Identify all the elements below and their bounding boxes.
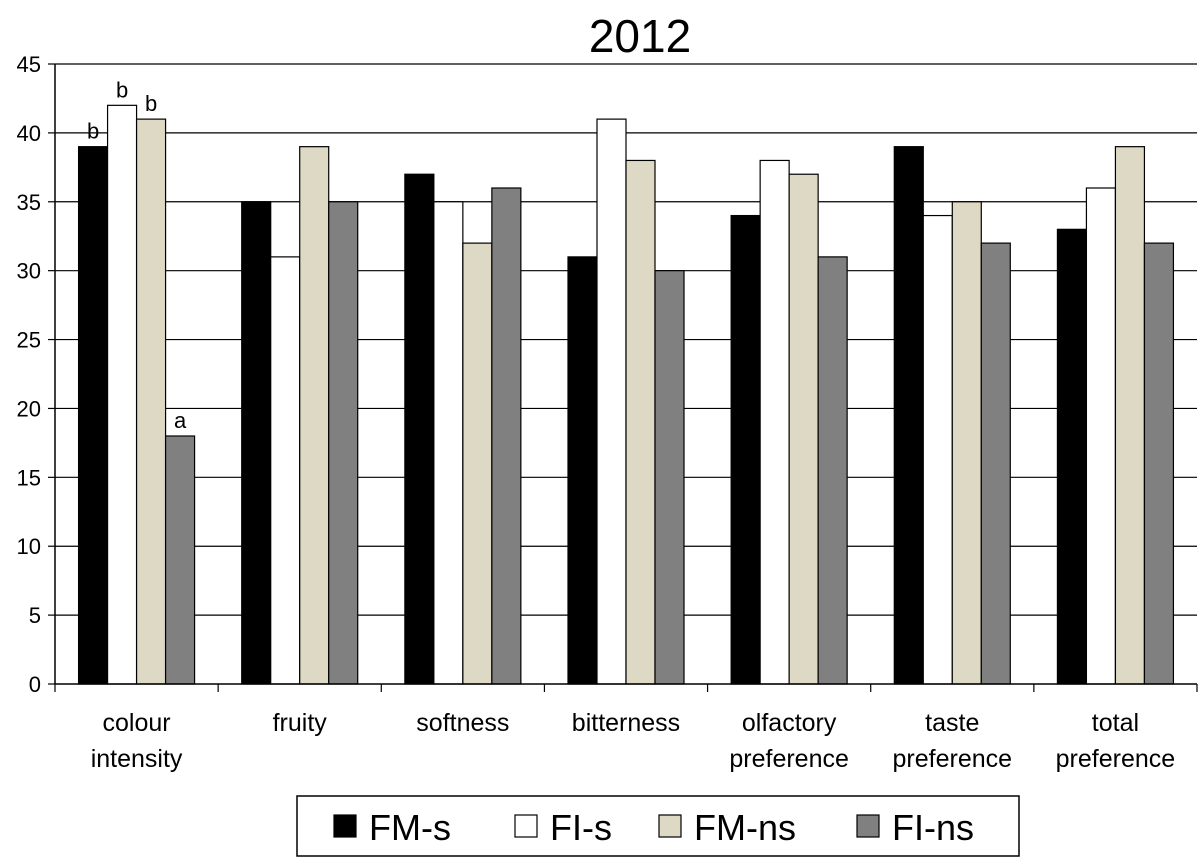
bar-fm-ns	[625, 159, 656, 685]
legend-swatch-fi-s	[514, 814, 538, 838]
y-tick-label: 30	[17, 259, 41, 284]
legend-label-fm-s: FM-s	[369, 807, 451, 848]
y-tick-label: 40	[17, 121, 41, 146]
category-labels: colour intensity fruity softness bitterness o…	[91, 709, 1175, 773]
legend-label-fi-ns: FI-ns	[892, 807, 974, 848]
legend-swatch-fi-ns	[856, 814, 880, 838]
x-category-label: total preference	[1056, 709, 1176, 773]
significance-label: b	[87, 119, 99, 144]
significance-label: b	[116, 77, 128, 102]
bar-fi-s	[759, 159, 790, 685]
bar-fi-s	[106, 104, 138, 685]
bar-fi-ns	[164, 435, 196, 685]
bar-fm-ns	[1114, 146, 1146, 685]
y-tick-label: 5	[29, 603, 41, 628]
legend-box	[296, 795, 1020, 857]
bar-fi-ns	[491, 187, 522, 685]
chart-title: 2012	[589, 10, 691, 62]
bar-fm-s	[567, 256, 598, 685]
legend-swatch-fm-s	[333, 814, 357, 838]
bar-fm-s	[404, 173, 435, 685]
bar-fi-ns	[328, 201, 359, 685]
legend-label-fi-s: FI-s	[550, 807, 612, 848]
bar-fm-s	[241, 201, 272, 685]
x-category-label: olfactory preference	[729, 709, 849, 773]
bar-fi-ns	[654, 270, 685, 685]
y-tick-label: 25	[17, 328, 41, 353]
bar-fi-ns	[1143, 242, 1175, 685]
bar-fm-ns	[788, 173, 819, 685]
x-category-label: bitterness	[572, 709, 680, 737]
bar-fi-s	[922, 214, 953, 685]
bar-fm-s	[893, 146, 924, 685]
y-tick-label: 45	[17, 52, 41, 77]
bar-fm-ns	[951, 201, 982, 685]
bar-fi-ns	[817, 256, 848, 685]
legend: FM-s FI-s FM-ns FI-ns	[296, 795, 1020, 857]
bar-fm-ns	[462, 242, 493, 685]
bar-fi-s	[433, 201, 464, 685]
bar-fi-ns	[980, 242, 1011, 685]
y-tick-label: 10	[17, 534, 41, 559]
bars	[77, 104, 1175, 685]
significance-label: a	[174, 408, 187, 433]
x-category-label: softness	[416, 709, 509, 737]
legend-swatch-fm-ns	[658, 814, 682, 838]
significance-label: b	[145, 91, 157, 116]
y-axis-ticks: 0 5 10 15 20 25 30 35 40 45	[17, 52, 41, 697]
bar-fm-s	[1056, 228, 1088, 685]
bar-fi-s	[1085, 187, 1117, 685]
x-category-label: taste preference	[893, 709, 1013, 773]
bar-fm-s	[77, 146, 109, 685]
bar-fm-s	[730, 214, 761, 685]
bar-fi-s	[270, 256, 301, 685]
bar-fm-ns	[135, 118, 167, 685]
x-category-label: colour intensity	[91, 709, 183, 773]
y-tick-label: 0	[29, 672, 41, 697]
x-category-label: fruity	[273, 709, 328, 737]
bar-fm-ns	[299, 146, 330, 685]
y-tick-label: 20	[17, 396, 41, 421]
bar-fi-s	[596, 118, 627, 685]
legend-label-fm-ns: FM-ns	[694, 807, 796, 848]
y-tick-label: 15	[17, 465, 41, 490]
y-tick-label: 35	[17, 190, 41, 215]
axes	[48, 63, 1198, 692]
